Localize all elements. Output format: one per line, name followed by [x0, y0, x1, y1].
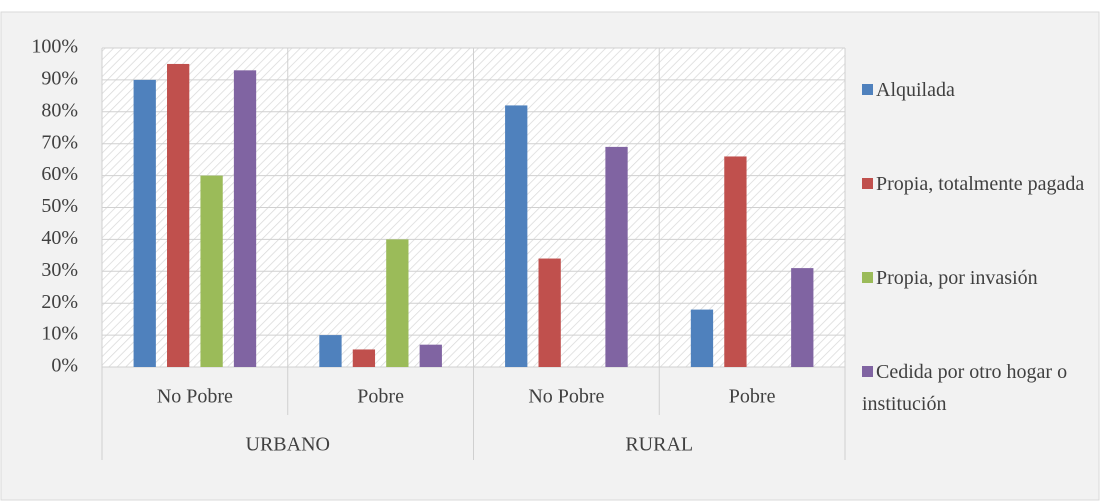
legend-item: Propia, totalmente pagada — [862, 168, 1087, 200]
y-tick-label: 60% — [41, 163, 78, 185]
legend-label: Propia, por invasión — [876, 267, 1038, 289]
legend-swatch — [862, 272, 873, 283]
bar — [167, 63, 190, 367]
y-tick-label: 30% — [41, 259, 78, 281]
y-tick-label: 100% — [31, 36, 78, 58]
y-tick-label: 90% — [41, 67, 78, 89]
y-tick-label: 20% — [41, 291, 78, 313]
bar — [319, 335, 342, 367]
legend-item: Propia, por invasión — [862, 262, 1087, 294]
legend-label: Alquilada — [876, 79, 955, 101]
y-tick-label: 80% — [41, 99, 78, 121]
legend-label: Propia, totalmente pagada — [876, 173, 1085, 195]
legend-item: Cedida por otro hogar o institución — [862, 356, 1087, 420]
legend-swatch — [862, 366, 873, 377]
bar — [200, 175, 223, 367]
bar — [133, 79, 156, 368]
bar — [538, 258, 561, 367]
bar — [690, 309, 714, 367]
x-tick-label: Pobre — [357, 386, 404, 408]
y-tick-label: 40% — [41, 227, 78, 249]
x-tick-label: Pobre — [729, 386, 776, 408]
bar — [352, 349, 376, 367]
bar — [386, 239, 409, 367]
legend-item: Alquilada — [862, 74, 1087, 106]
x-tick-label: No Pobre — [157, 386, 233, 408]
group-label: URBANO — [246, 434, 330, 456]
y-tick-label: 70% — [41, 131, 78, 153]
legend-swatch — [862, 84, 873, 95]
legend-swatch — [862, 178, 873, 189]
x-tick-label: No Pobre — [528, 386, 604, 408]
bar — [505, 105, 528, 368]
bar — [724, 156, 747, 367]
y-tick-label: 50% — [41, 195, 78, 217]
bar — [419, 344, 442, 367]
bar — [791, 268, 814, 367]
legend-label: Cedida por otro hogar o institución — [862, 361, 1068, 415]
y-tick-label: 0% — [51, 355, 78, 377]
bar — [233, 70, 257, 367]
group-label: RURAL — [625, 434, 693, 456]
y-tick-label: 10% — [41, 323, 78, 345]
bar — [605, 146, 628, 367]
